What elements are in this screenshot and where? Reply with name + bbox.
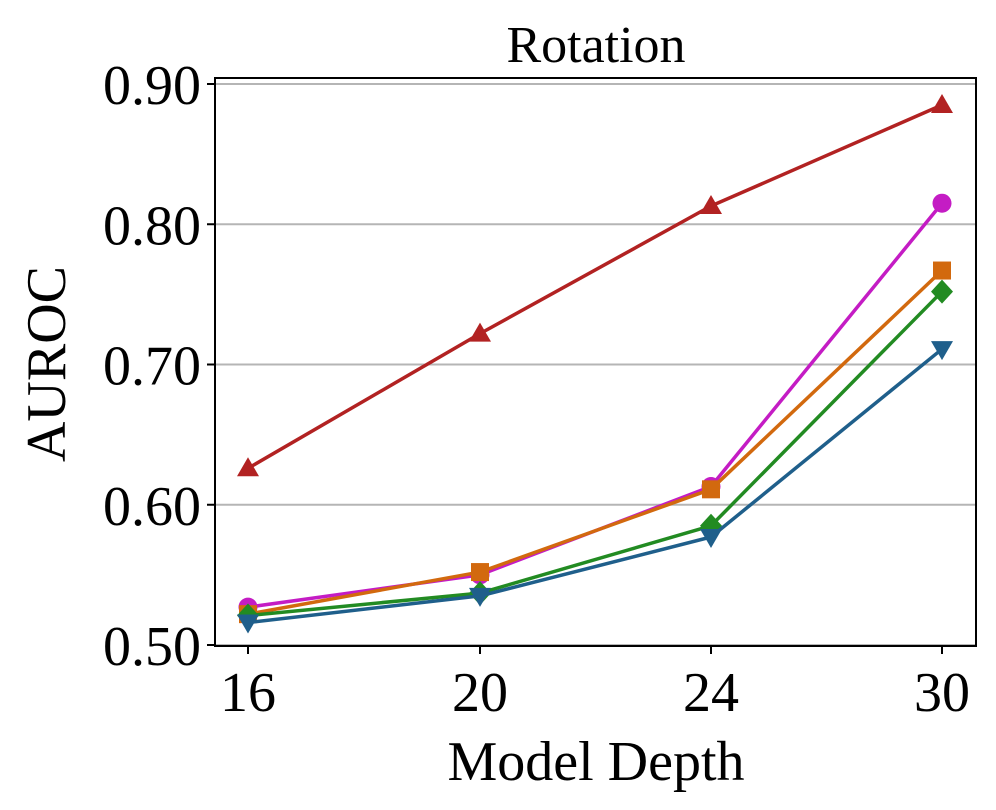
x-tick-label: 24 [683, 662, 739, 724]
series-line [246, 289, 944, 618]
data-point-marker [931, 279, 953, 304]
series-green [237, 279, 953, 628]
data-point-marker [469, 322, 491, 342]
series-red [237, 94, 953, 477]
x-axis-ticks: 16 20 24 30 [220, 646, 970, 724]
y-tick-label: 0.90 [103, 55, 201, 117]
y-tick-label: 0.50 [103, 616, 201, 678]
series-line [246, 103, 944, 471]
data-point-marker [700, 529, 722, 549]
series-magenta [238, 193, 952, 617]
x-tick-label: 20 [452, 662, 508, 724]
data-point-marker [237, 457, 259, 477]
y-tick-label: 0.80 [103, 195, 201, 257]
chart-title: Rotation [506, 17, 685, 74]
series-blue [237, 341, 953, 634]
data-point-marker [702, 480, 720, 499]
data-point-marker [931, 94, 953, 114]
y-axis-label: AUROC [16, 266, 78, 462]
data-point-marker [931, 341, 953, 361]
series-line [246, 201, 944, 609]
data-point-marker [700, 195, 722, 215]
data-point-marker [237, 614, 259, 634]
x-tick-label: 16 [220, 662, 276, 724]
plot-area-frame [214, 77, 977, 647]
y-tick-label: 0.60 [103, 476, 201, 538]
series-lines [237, 94, 953, 634]
data-point-marker [471, 563, 489, 582]
data-point-marker [932, 193, 952, 213]
series-line [246, 268, 944, 616]
series-line [246, 347, 944, 625]
series-orange [239, 261, 951, 624]
data-point-marker [469, 587, 491, 607]
y-tick-label: 0.70 [103, 336, 201, 398]
x-axis-label: Model Depth [447, 731, 744, 793]
x-tick-label: 30 [914, 662, 970, 724]
data-point-marker [933, 261, 951, 280]
y-axis-ticks: 0.50 0.60 0.70 0.80 0.90 [103, 55, 215, 678]
